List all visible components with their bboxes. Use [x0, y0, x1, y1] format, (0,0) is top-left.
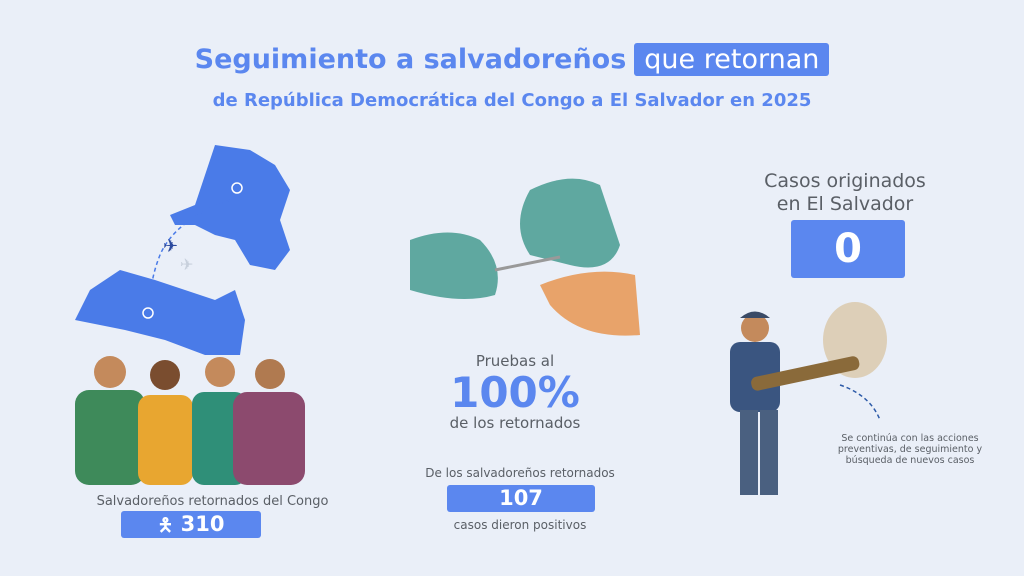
tests-suffix: de los retornados	[449, 414, 581, 432]
positives-count: 107	[447, 485, 595, 512]
local-cases-label: Casos originados en El Salvador	[764, 170, 926, 215]
positives-prefix: De los salvadoreños retornados	[425, 466, 615, 480]
page-subtitle: de República Democrática del Congo a El …	[212, 90, 812, 111]
title-highlight: que retornan	[634, 43, 830, 76]
person-figure	[138, 360, 193, 485]
el-salvador-map	[75, 270, 245, 355]
positives-suffix: casos dieron positivos	[453, 518, 587, 532]
airplane-icon: ✈	[163, 236, 178, 257]
tests-percent: 100%	[450, 368, 580, 417]
person-figure	[75, 356, 145, 485]
local-cases-count: 0	[791, 220, 905, 278]
page-title: Seguimiento a salvadoreños que retornan	[0, 43, 1024, 76]
person-icon: 🯅	[157, 515, 174, 536]
tests-prefix: Pruebas al	[475, 352, 555, 370]
swab-test-illustration	[410, 178, 640, 336]
fumigation-worker-illustration	[730, 302, 887, 495]
returnees-count: 310	[180, 512, 225, 536]
returnees-illustration	[75, 356, 305, 485]
maps-illustration: ✈ ✈	[75, 145, 290, 355]
returnees-count-badge: 🯅 310	[121, 511, 261, 538]
airplane-icon: ✈	[180, 255, 193, 274]
prevention-note: Se continúa con las acciones preventivas…	[837, 433, 983, 466]
person-figure	[233, 359, 305, 485]
congo-map	[170, 145, 290, 270]
returnees-label: Salvadoreños retornados del Congo	[96, 494, 329, 509]
